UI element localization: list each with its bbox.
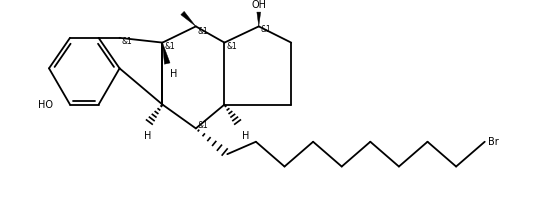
Text: &1: &1	[198, 121, 209, 130]
Polygon shape	[163, 43, 170, 64]
Text: &1: &1	[261, 25, 271, 34]
Text: H: H	[144, 131, 152, 141]
Text: Br: Br	[488, 137, 498, 147]
Text: OH: OH	[251, 0, 266, 10]
Text: &1: &1	[226, 42, 237, 51]
Text: &1: &1	[164, 42, 175, 51]
Polygon shape	[257, 12, 261, 26]
Text: &1: &1	[121, 37, 132, 46]
Text: H: H	[242, 131, 249, 141]
Text: H: H	[170, 69, 177, 79]
Text: HO: HO	[38, 100, 53, 109]
Text: &1: &1	[198, 27, 209, 36]
Polygon shape	[181, 11, 196, 26]
